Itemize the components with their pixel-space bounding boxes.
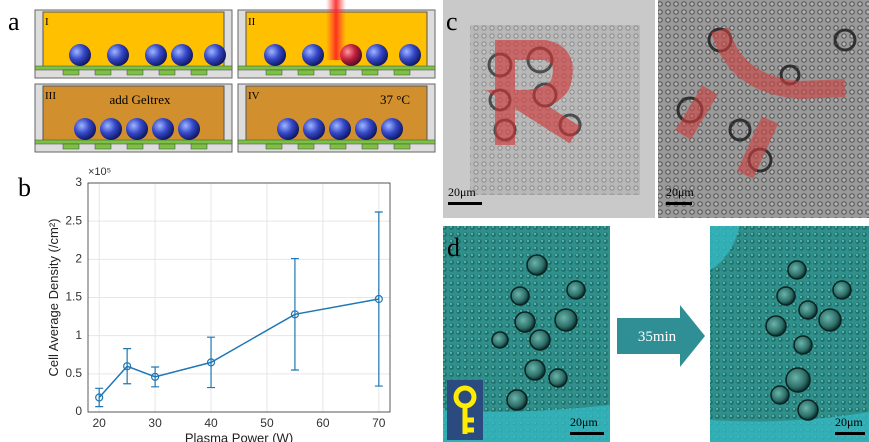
substrate <box>238 66 435 70</box>
y-tick-label: 1.5 <box>65 290 82 304</box>
bead <box>399 44 421 66</box>
laser <box>326 0 346 60</box>
y-tick-label: 0.5 <box>65 366 82 380</box>
electrode <box>63 144 79 149</box>
electrode <box>127 144 143 149</box>
electrode <box>127 70 143 75</box>
electrode <box>362 144 378 149</box>
microscopy-c: c 20μm 20μm <box>443 0 869 218</box>
panel-label: a <box>8 7 20 36</box>
x-tick-label: 40 <box>204 416 218 430</box>
bead <box>302 44 324 66</box>
electrode <box>330 144 346 149</box>
bead <box>264 44 286 66</box>
scale-bar-label: 20μm <box>666 185 694 199</box>
bead <box>152 118 174 140</box>
bead <box>178 118 200 140</box>
electrode <box>159 70 175 75</box>
y-tick-label: 1 <box>75 328 82 342</box>
bead <box>107 44 129 66</box>
x-tick-label: 70 <box>372 416 386 430</box>
bead <box>366 44 388 66</box>
bead <box>303 118 325 140</box>
bead <box>381 118 403 140</box>
bead <box>277 118 299 140</box>
bead <box>126 118 148 140</box>
microscopy-d: 20μm d 35min 20μm <box>443 226 869 442</box>
panel-label: b <box>18 173 31 202</box>
scale-bar-label: 20μm <box>448 185 476 199</box>
box-label: I <box>45 16 49 28</box>
electrode <box>266 144 282 149</box>
bead <box>100 118 122 140</box>
x-tick-label: 30 <box>148 416 162 430</box>
y-tick-label: 0 <box>75 404 82 418</box>
box-label: II <box>248 16 256 28</box>
figure: a IIIIIIIVadd Geltrex37 °C b 00.511.522.… <box>0 0 869 442</box>
box-label: III <box>45 90 56 102</box>
electrode <box>298 144 314 149</box>
electrode <box>266 70 282 75</box>
substrate <box>35 66 232 70</box>
annotation: add Geltrex <box>109 92 171 107</box>
x-tick-label: 60 <box>316 416 330 430</box>
electrode <box>159 144 175 149</box>
y-tick-label: 3 <box>75 175 82 189</box>
electrode <box>394 70 410 75</box>
bead <box>74 118 96 140</box>
y-exponent: ×10⁵ <box>88 166 111 178</box>
chart: 0 0.5 1 1.5 2 2.5 3 20 30 40 50 60 70 ×10⁵ Plasma Powe… <box>46 166 390 442</box>
bead <box>145 44 167 66</box>
x-axis-label: Plasma Power (W) <box>185 430 293 442</box>
bead <box>355 118 377 140</box>
arrow-label: 35min <box>638 329 677 345</box>
electrode <box>95 70 111 75</box>
y-tick-label: 2 <box>75 252 82 266</box>
box-label: IV <box>248 90 260 102</box>
bead <box>171 44 193 66</box>
x-tick-label: 50 <box>260 416 274 430</box>
electrode <box>191 70 207 75</box>
y-axis-label: Cell Average Density (/cm²) <box>46 219 61 377</box>
electrode <box>191 144 207 149</box>
annotation: 37 °C <box>380 92 410 107</box>
substrate <box>35 140 232 144</box>
electrode <box>63 70 79 75</box>
electrode <box>298 70 314 75</box>
x-tick-label: 20 <box>93 416 107 430</box>
panel-label: c <box>446 7 458 36</box>
bead <box>329 118 351 140</box>
scale-bar-label: 20μm <box>835 415 863 429</box>
electrode <box>362 70 378 75</box>
substrate <box>238 140 435 144</box>
electrode <box>330 70 346 75</box>
scale-bar-label: 20μm <box>570 415 598 429</box>
electrode <box>95 144 111 149</box>
bead <box>69 44 91 66</box>
panel-label: d <box>447 233 460 262</box>
bead <box>204 44 226 66</box>
electrode <box>394 144 410 149</box>
y-tick-label: 2.5 <box>65 213 82 227</box>
